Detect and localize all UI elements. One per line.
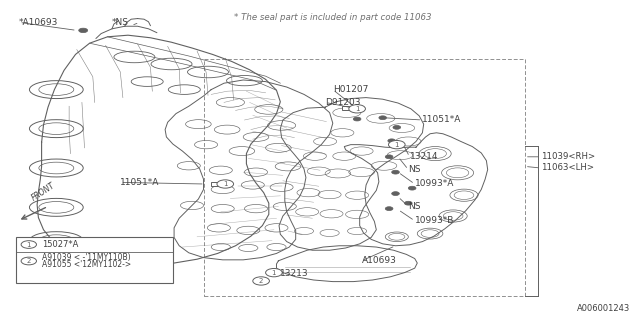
Circle shape bbox=[79, 28, 88, 33]
Text: A91055 <'12MY1102->: A91055 <'12MY1102-> bbox=[42, 260, 131, 269]
Circle shape bbox=[385, 207, 393, 211]
Circle shape bbox=[388, 140, 405, 149]
Text: 2: 2 bbox=[27, 258, 31, 264]
Text: *A10693: *A10693 bbox=[19, 18, 59, 27]
Circle shape bbox=[388, 139, 396, 143]
Circle shape bbox=[21, 257, 36, 265]
Text: 13214: 13214 bbox=[410, 152, 438, 161]
Circle shape bbox=[392, 192, 399, 196]
Text: 1: 1 bbox=[394, 142, 399, 148]
Text: 10993*B: 10993*B bbox=[415, 216, 454, 225]
Circle shape bbox=[353, 117, 361, 121]
Text: 2: 2 bbox=[259, 278, 263, 284]
Bar bbox=[204, 59, 525, 296]
Circle shape bbox=[253, 277, 269, 285]
Text: 1: 1 bbox=[271, 270, 276, 276]
Text: 11051*A: 11051*A bbox=[422, 116, 462, 124]
Circle shape bbox=[392, 170, 399, 174]
Text: 1: 1 bbox=[26, 242, 31, 248]
Text: 13213: 13213 bbox=[280, 269, 309, 278]
Text: 15027*A: 15027*A bbox=[42, 240, 78, 249]
Bar bbox=[16, 237, 173, 283]
Circle shape bbox=[393, 125, 401, 129]
Text: 1: 1 bbox=[355, 106, 360, 112]
Bar bbox=[342, 106, 349, 110]
Text: A10693: A10693 bbox=[362, 256, 396, 265]
Text: 11039<RH>: 11039<RH> bbox=[541, 152, 595, 161]
Text: H01207: H01207 bbox=[333, 85, 368, 94]
Circle shape bbox=[349, 105, 365, 113]
Circle shape bbox=[404, 201, 412, 205]
Text: FRONT: FRONT bbox=[30, 180, 57, 202]
Text: 11051*A: 11051*A bbox=[120, 178, 160, 187]
Text: 1: 1 bbox=[223, 181, 228, 187]
Text: 10993*A: 10993*A bbox=[415, 180, 454, 188]
Text: A006001243: A006001243 bbox=[577, 304, 630, 313]
Text: NS: NS bbox=[408, 202, 421, 211]
Circle shape bbox=[21, 241, 36, 248]
Text: A91039 < -'11MY110B): A91039 < -'11MY110B) bbox=[42, 253, 130, 262]
Text: * The seal part is included in part code 11063: * The seal part is included in part code… bbox=[234, 13, 431, 22]
Circle shape bbox=[379, 116, 387, 120]
Circle shape bbox=[408, 186, 416, 190]
Circle shape bbox=[266, 268, 282, 277]
Text: D91203: D91203 bbox=[325, 98, 360, 107]
Text: 11063<LH>: 11063<LH> bbox=[541, 164, 594, 172]
Circle shape bbox=[385, 155, 393, 159]
Bar bbox=[211, 182, 218, 186]
Circle shape bbox=[217, 180, 234, 188]
Text: *NS: *NS bbox=[112, 18, 129, 27]
Text: NS: NS bbox=[408, 165, 421, 174]
